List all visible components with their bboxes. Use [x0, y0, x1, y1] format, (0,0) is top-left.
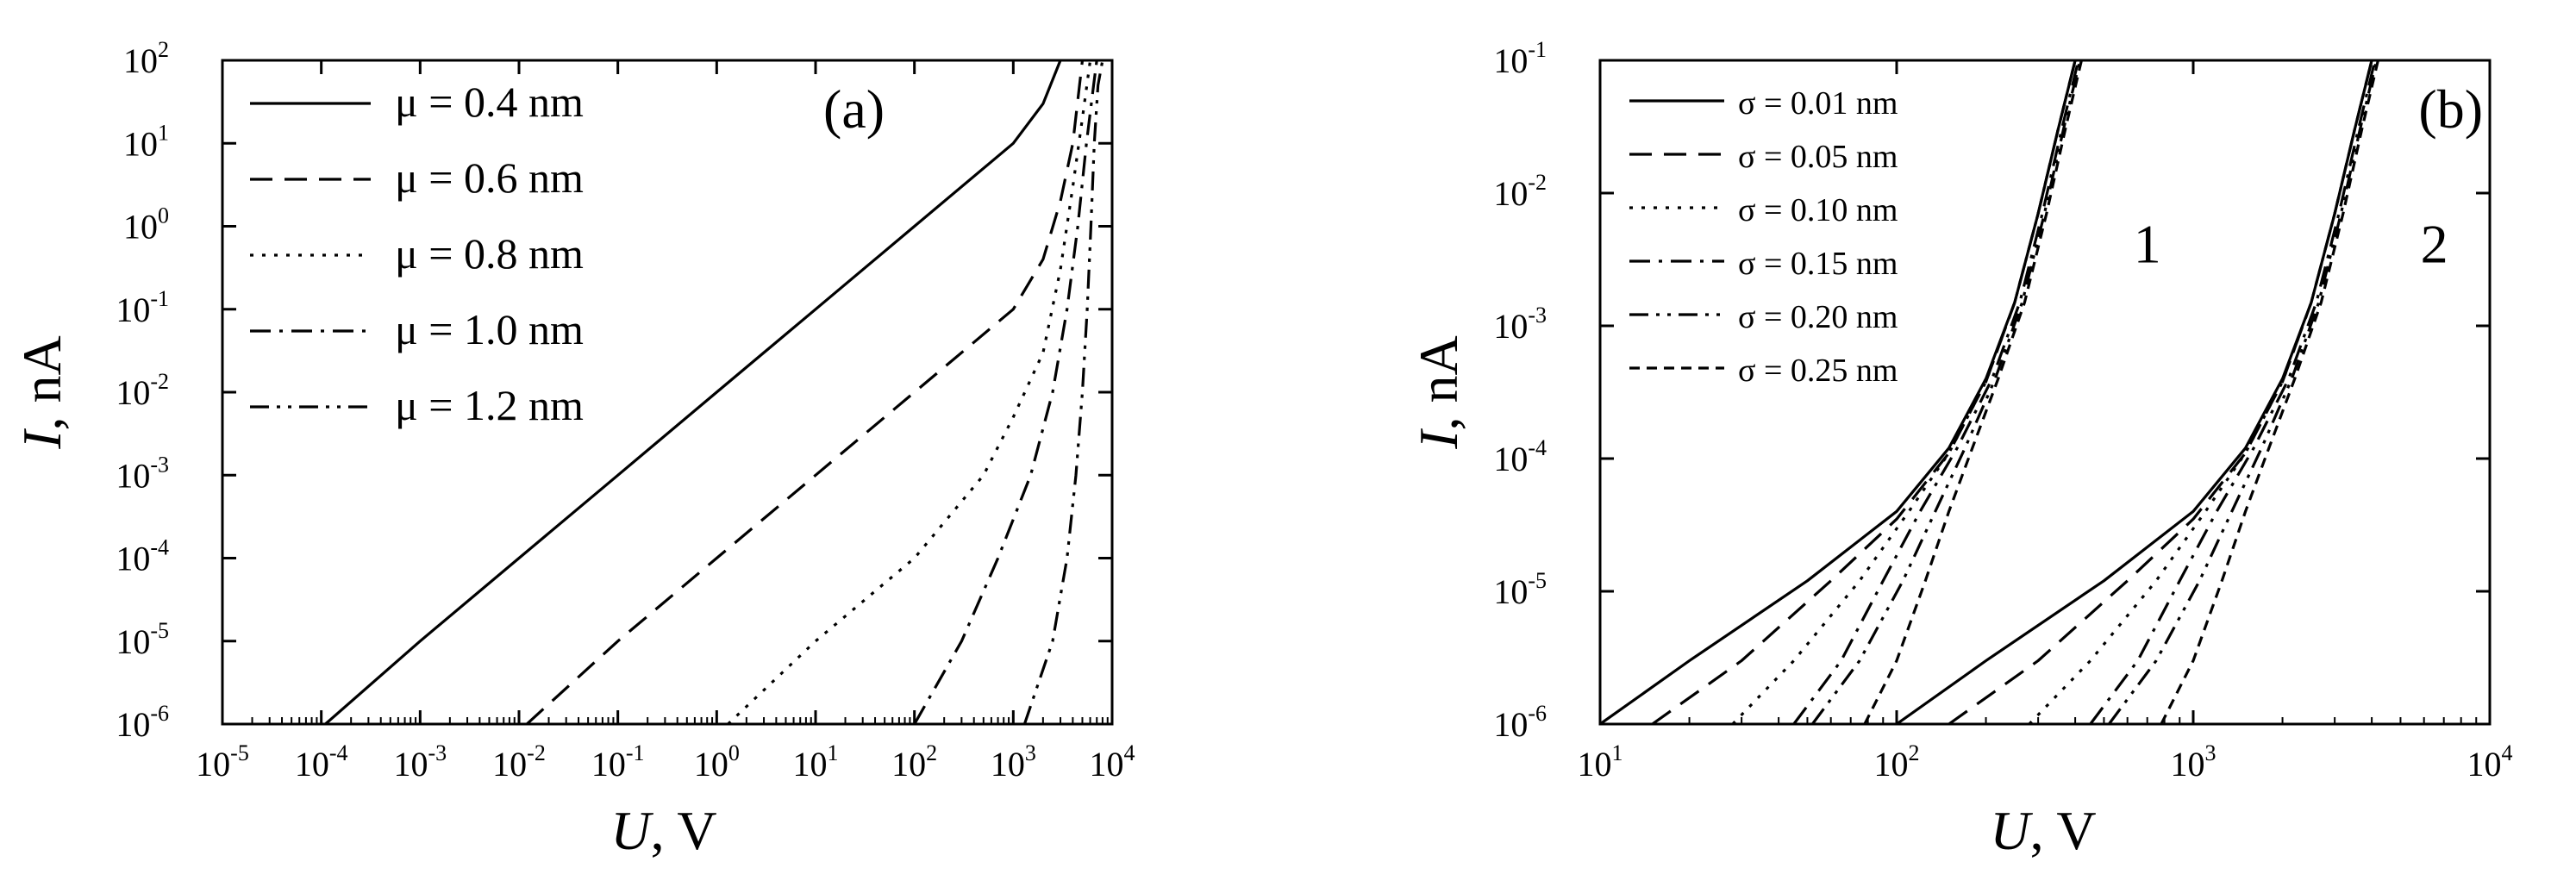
legend-label: σ = 0.05 nm: [1738, 139, 1898, 175]
series-line--0-4-nm: [324, 60, 1062, 724]
plot-frame: [1598, 59, 2492, 726]
chart-panel-a: 10-5 10-4 10-3 10-2 10-1 100 101 102 103 104 10-6 1…: [11, 37, 1135, 861]
series-line-group-2-7: [1948, 60, 2373, 724]
x-tick-label: 10-4: [295, 740, 348, 784]
series-line-group-2-6: [1896, 60, 2373, 724]
legend-label: σ = 0.25 nm: [1738, 353, 1898, 389]
chart-panel-b: 101 102 103 104 10-6 10-5 10-4 10-3 10-2 10-1 U, V…: [1408, 37, 2513, 861]
series-line--1-2-nm: [1022, 60, 1104, 724]
y-tick-label: 10-4: [1493, 435, 1547, 478]
y-axis-label: I, nA: [11, 335, 72, 450]
y-tick-label: 10-2: [1493, 170, 1547, 213]
x-tick-label: 10-1: [591, 740, 645, 784]
x-tick-label: 10-3: [393, 740, 447, 784]
series-line--0-05-nm: [1651, 60, 2077, 724]
y-tick-label: 10-3: [1493, 303, 1547, 346]
y-tick-label: 10-3: [116, 452, 169, 495]
legend: σ = 0.01 nm σ = 0.05 nm σ = 0.10 nm σ = 0.1…: [1629, 85, 1898, 389]
y-tick-label: 10-5: [1493, 568, 1547, 611]
legend-label: μ = 1.0 nm: [395, 305, 584, 353]
y-tick-label: 10-1: [1493, 37, 1547, 80]
x-tick-label: 104: [2467, 740, 2513, 784]
x-tick-label: 104: [1090, 740, 1135, 784]
curve-group-label: 2: [2421, 214, 2448, 275]
series-line--1-0-nm: [913, 60, 1098, 724]
legend-label: σ = 0.15 nm: [1738, 246, 1898, 282]
x-tick-label: 103: [991, 740, 1036, 784]
series-group: [324, 60, 1104, 724]
legend-label: μ = 0.8 nm: [395, 229, 584, 278]
series-line--0-15-nm: [1792, 60, 2080, 724]
y-tick-label: 100: [123, 203, 169, 247]
x-tick-label: 102: [891, 740, 937, 784]
series-line--0-10-nm: [1731, 60, 2077, 724]
series-group: [1600, 60, 2379, 724]
y-tick-label: 10-1: [116, 286, 169, 329]
y-tick-label: 10-6: [116, 701, 169, 744]
legend-label: σ = 0.10 nm: [1738, 192, 1898, 228]
y-tick-label: 10-6: [1493, 701, 1547, 744]
legend-label: μ = 0.6 nm: [395, 153, 584, 202]
legend-label: σ = 0.20 nm: [1738, 299, 1898, 335]
x-tick-label: 100: [694, 740, 740, 784]
series-line--0-8-nm: [727, 60, 1092, 724]
y-tick-label: 10-2: [116, 369, 169, 412]
curve-group-label: 1: [2134, 214, 2161, 275]
legend-label: σ = 0.01 nm: [1738, 85, 1898, 122]
series-line-group-2-9: [2089, 60, 2377, 724]
x-tick-label: 10-2: [492, 740, 546, 784]
series-line-group-2-10: [2108, 60, 2379, 724]
panel-label: (b): [2418, 78, 2483, 140]
series-line-group-2-8: [2028, 60, 2373, 724]
y-tick-label: 10-4: [116, 535, 169, 578]
y-tick-label: 102: [123, 37, 169, 80]
legend: μ = 0.4 nm μ = 0.6 nm μ = 0.8 nm μ = 1.0 nm…: [250, 78, 584, 429]
series-line--0-6-nm: [526, 60, 1085, 724]
series-line--0-25-nm: [1863, 60, 2083, 724]
panel-label: (a): [823, 78, 885, 140]
series-line-group-2-11: [2160, 60, 2379, 724]
x-tick-label: 102: [1874, 740, 1920, 784]
x-axis-label: U, V: [1990, 800, 2096, 861]
x-tick-label: 10-5: [196, 740, 249, 784]
x-tick-label: 101: [793, 740, 839, 784]
plot-frame: [221, 59, 1114, 726]
y-tick-label: 101: [123, 120, 169, 163]
y-tick-label: 10-5: [116, 618, 169, 661]
x-axis-label: U, V: [610, 800, 716, 861]
x-tick-label: 101: [1578, 740, 1623, 784]
series-line--0-20-nm: [1811, 60, 2082, 724]
x-tick-label: 103: [2171, 740, 2216, 784]
legend-label: μ = 0.4 nm: [395, 78, 584, 126]
y-axis-label: I, nA: [1408, 335, 1469, 450]
legend-label: μ = 1.2 nm: [395, 381, 584, 429]
